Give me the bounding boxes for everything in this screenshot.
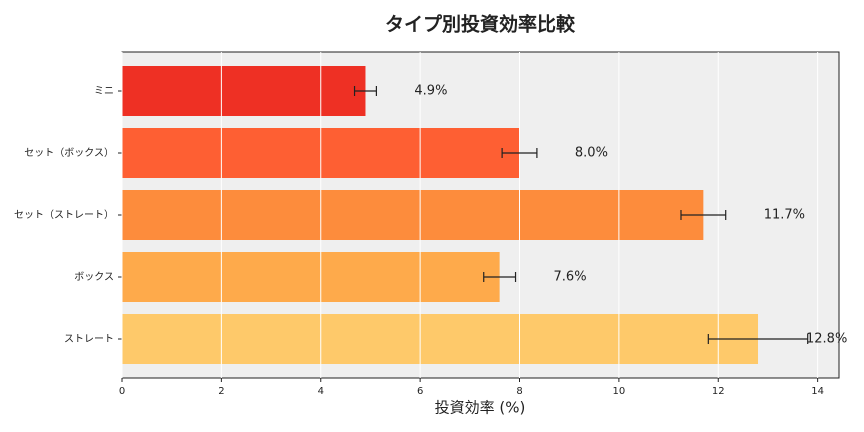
x-tick-label: 12 <box>712 386 725 397</box>
x-tick-label: 14 <box>811 386 824 397</box>
x-tick-label: 8 <box>516 386 522 397</box>
x-axis-label: 投資効率 (%) <box>435 399 526 417</box>
value-label: 11.7% <box>764 208 805 223</box>
y-tick-label: ミニ <box>94 86 114 97</box>
error-bar <box>353 86 378 96</box>
error-bar <box>707 334 809 344</box>
value-label: 4.9% <box>414 84 447 99</box>
value-label: 12.8% <box>806 332 847 347</box>
x-tick-label: 10 <box>613 386 626 397</box>
y-tick-label: ストレート <box>64 334 114 345</box>
x-tick-label: 2 <box>218 386 224 397</box>
bar <box>122 314 759 364</box>
error-bar <box>483 272 517 282</box>
x-tick-label: 0 <box>119 386 125 397</box>
y-tick-label: ボックス <box>74 271 114 283</box>
x-tick-label: 6 <box>417 386 423 397</box>
error-bar <box>501 148 538 158</box>
value-label: 7.6% <box>554 270 587 285</box>
bar <box>122 252 500 302</box>
x-tick-label: 4 <box>318 386 324 397</box>
bar <box>122 66 366 116</box>
error-bar <box>680 210 727 220</box>
y-tick-label: セット（ストレート） <box>14 209 114 221</box>
value-label: 8.0% <box>575 146 608 161</box>
y-tick-label: セット（ボックス） <box>24 147 114 159</box>
bar <box>122 190 704 240</box>
chart-title: タイプ別投資効率比較 <box>385 13 576 36</box>
